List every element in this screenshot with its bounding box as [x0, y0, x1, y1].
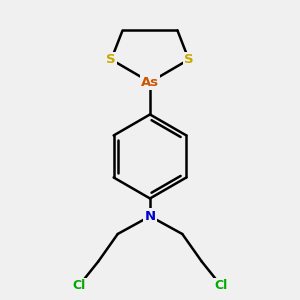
- Text: S: S: [106, 53, 116, 66]
- Text: As: As: [141, 76, 159, 89]
- Text: Cl: Cl: [72, 279, 86, 292]
- Text: S: S: [184, 53, 194, 66]
- Text: Cl: Cl: [214, 279, 228, 292]
- Text: N: N: [144, 210, 156, 223]
